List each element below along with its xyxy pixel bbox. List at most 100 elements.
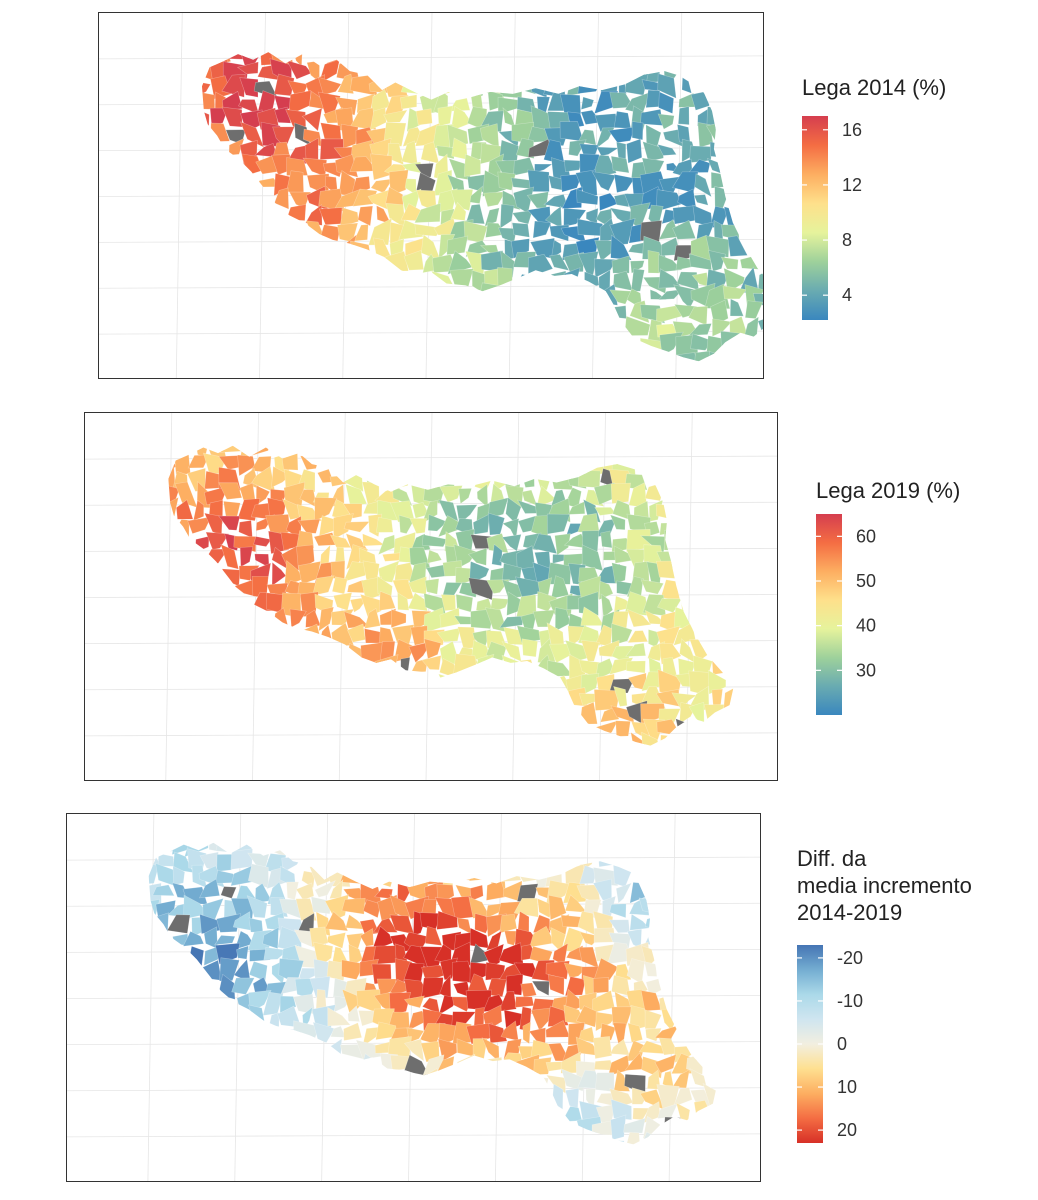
municipality [663, 529, 683, 551]
municipality [658, 91, 675, 114]
municipality [400, 656, 411, 677]
municipality [641, 731, 661, 746]
municipality [627, 630, 649, 643]
municipality [221, 106, 243, 128]
municipality [613, 193, 629, 208]
municipality [487, 512, 505, 536]
municipality [201, 108, 210, 128]
municipality [378, 590, 396, 611]
municipality [630, 268, 645, 292]
municipality [209, 107, 229, 128]
municipality [371, 925, 394, 952]
municipality [171, 519, 190, 539]
municipality [688, 159, 711, 173]
municipality [300, 623, 321, 648]
municipality [193, 499, 205, 522]
municipality [286, 204, 307, 221]
municipality [182, 930, 205, 947]
municipality [530, 1039, 554, 1060]
municipality [450, 1053, 476, 1075]
municipality [722, 285, 748, 300]
municipality [511, 209, 533, 225]
municipality [247, 1004, 266, 1027]
municipality [499, 203, 515, 229]
municipality [592, 977, 609, 994]
municipality [627, 1022, 643, 1043]
municipality [436, 627, 461, 643]
municipality [575, 188, 599, 206]
municipality [610, 155, 630, 174]
municipality [331, 576, 348, 595]
municipality [763, 302, 764, 325]
municipality [168, 496, 179, 518]
municipality [425, 925, 443, 946]
municipality [497, 171, 516, 191]
municipality [655, 503, 683, 523]
municipality [744, 300, 763, 319]
municipality [658, 991, 681, 1011]
municipality [467, 547, 488, 566]
colorbar-tick-label: 20 [837, 1120, 857, 1140]
municipality [720, 330, 748, 353]
municipality [438, 499, 459, 522]
municipality [403, 1038, 425, 1062]
municipality [233, 578, 258, 598]
municipality [421, 977, 444, 999]
colorbar-diff: -20 -10 0 10 20 [797, 945, 863, 1143]
municipality [626, 608, 652, 628]
municipality [527, 169, 550, 192]
municipality [228, 137, 245, 156]
municipality [510, 238, 530, 259]
municipality [532, 220, 552, 239]
municipality [220, 543, 239, 570]
municipality [362, 533, 386, 547]
municipality [333, 513, 354, 540]
municipality [390, 609, 407, 629]
colorbar-tick-label: 16 [842, 120, 862, 140]
colorbar-tick-label: 4 [842, 285, 852, 305]
municipality [593, 1036, 613, 1060]
municipality [594, 258, 617, 279]
municipality [550, 466, 573, 490]
municipality [334, 546, 346, 565]
municipality [537, 898, 554, 919]
municipality [216, 913, 241, 933]
municipality [672, 1087, 693, 1108]
municipality [424, 578, 440, 595]
municipality [672, 171, 699, 194]
municipality [497, 267, 513, 293]
colorbar-tick-label: 60 [856, 526, 876, 546]
municipality [370, 153, 393, 181]
municipality [246, 895, 268, 919]
municipality [532, 533, 558, 555]
municipality [497, 1052, 524, 1077]
municipality [499, 914, 518, 934]
municipality [468, 560, 490, 585]
municipality [318, 606, 335, 632]
municipality [707, 669, 727, 695]
municipality [437, 105, 453, 127]
municipality [534, 163, 554, 174]
municipality [399, 94, 418, 110]
municipality [690, 89, 716, 111]
municipality [214, 935, 236, 946]
municipality [563, 251, 585, 273]
municipality [221, 73, 246, 98]
municipality [594, 720, 619, 743]
municipality [547, 562, 572, 585]
municipality [657, 113, 675, 130]
municipality [727, 235, 748, 257]
municipality [166, 914, 191, 934]
municipality [591, 171, 617, 192]
municipality [421, 534, 448, 548]
colorbar-tick-label: -20 [837, 948, 863, 968]
municipality [559, 93, 582, 115]
municipality [600, 530, 613, 549]
municipality [314, 879, 336, 898]
municipality [611, 623, 633, 646]
legend-title-diff: Diff. da media incremento 2014-2019 [797, 846, 972, 925]
municipality [644, 1009, 662, 1030]
municipality [610, 305, 627, 319]
municipality [612, 270, 633, 292]
municipality [511, 121, 535, 145]
